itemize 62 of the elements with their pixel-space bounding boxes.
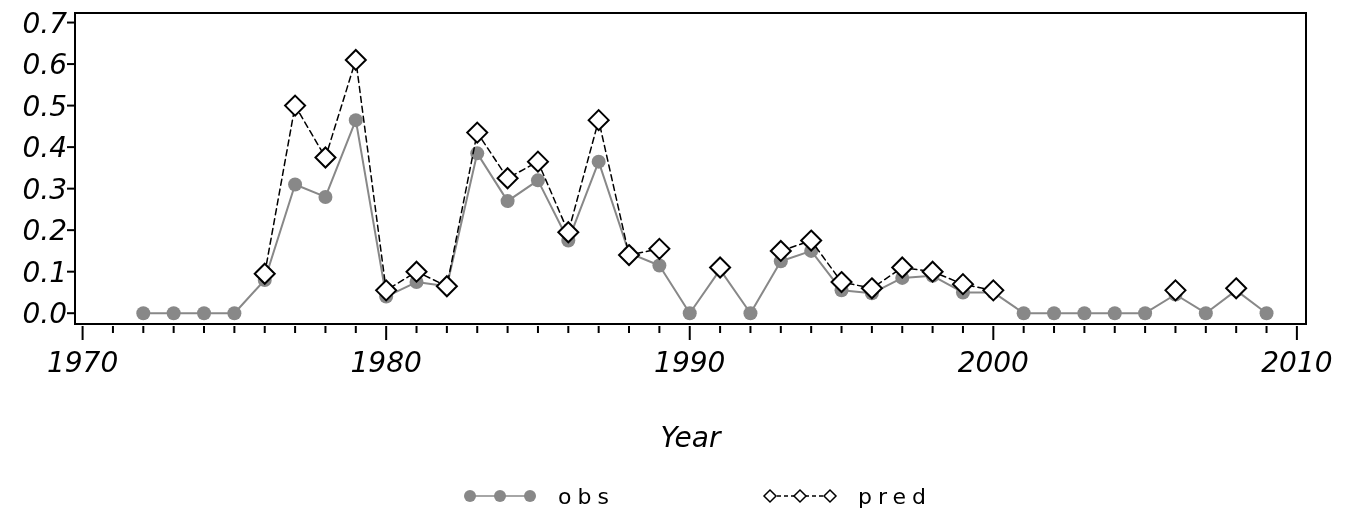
point: [344, 48, 367, 71]
point: [587, 109, 610, 132]
point: [1107, 306, 1122, 321]
point: [1259, 306, 1274, 321]
x-tick-label: 2000: [957, 346, 1029, 379]
point: [891, 256, 914, 279]
legend-label: pred: [858, 484, 933, 509]
point: [652, 258, 667, 273]
point: [166, 306, 181, 321]
point: [591, 154, 606, 169]
point: [800, 229, 823, 252]
point: [136, 306, 151, 321]
y-tick-label: 0.2: [22, 214, 67, 248]
point: [405, 260, 428, 283]
point: [709, 256, 732, 279]
point: [1164, 279, 1187, 302]
point: [769, 239, 792, 262]
y-tick-label: 0.6: [22, 48, 67, 82]
point: [284, 94, 307, 117]
point: [1047, 306, 1062, 321]
y-tick-label: 0.0: [22, 297, 67, 331]
point: [1225, 277, 1248, 300]
x-tick-label: 1990: [654, 346, 726, 379]
point: [253, 262, 276, 285]
point: [1138, 306, 1153, 321]
point: [500, 194, 515, 209]
x-tick-label: 1970: [46, 346, 119, 379]
point: [618, 244, 641, 267]
point: [921, 260, 944, 283]
y-tick-label: 0.3: [22, 172, 67, 206]
point: [951, 273, 974, 296]
x-tick-label: 2010: [1261, 346, 1333, 379]
point: [1198, 306, 1213, 321]
point: [470, 146, 485, 161]
point: [435, 275, 458, 298]
point: [743, 306, 758, 321]
point: [348, 113, 363, 128]
y-tick-label: 0.7: [22, 6, 68, 40]
point: [314, 146, 337, 169]
y-tick-label: 0.5: [22, 89, 67, 123]
point: [318, 189, 333, 204]
point: [227, 306, 242, 321]
point: [526, 150, 549, 173]
y-tick-label: 0.1: [22, 255, 67, 289]
point: [830, 271, 853, 294]
point: [496, 167, 519, 190]
legend-label: obs: [558, 484, 615, 509]
y-tick-label: 0.4: [22, 131, 67, 165]
point: [375, 279, 398, 302]
x-tick-label: 1980: [350, 346, 422, 379]
point: [982, 279, 1005, 302]
point: [288, 177, 303, 192]
point: [530, 173, 545, 188]
point: [682, 306, 697, 321]
point: [557, 221, 580, 244]
point: [1016, 306, 1031, 321]
point: [648, 237, 671, 260]
point: [197, 306, 212, 321]
point: [1077, 306, 1092, 321]
x-axis-title: Year: [660, 421, 722, 454]
point: [860, 277, 883, 300]
point: [466, 121, 489, 144]
